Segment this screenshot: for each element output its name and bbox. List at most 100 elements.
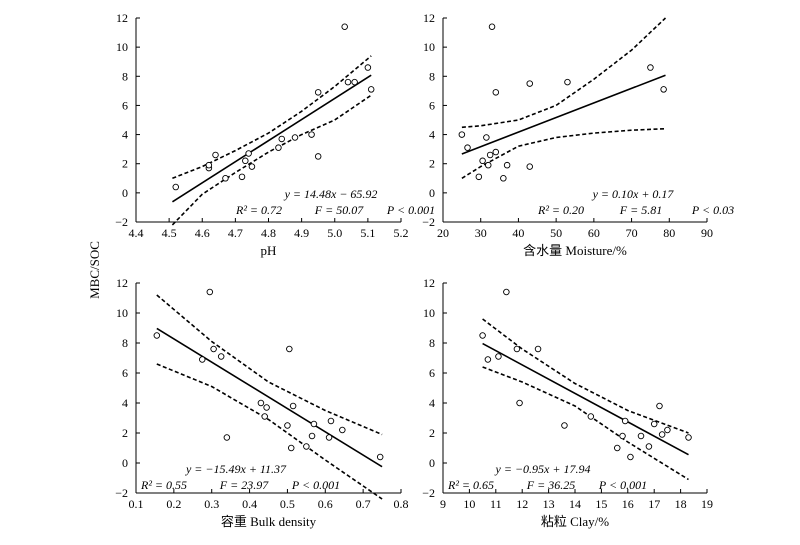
y-tick-label: −2: [115, 215, 128, 229]
data-point: [217, 353, 225, 360]
data-point: [500, 175, 507, 182]
data-point: [286, 345, 293, 353]
x-tick-label: 5.0: [327, 226, 342, 240]
f-statistic-text: F = 50.07: [314, 203, 364, 217]
x-tick-label: 4.9: [294, 226, 309, 240]
y-tick-label: 8: [429, 336, 435, 350]
y-tick-label: 0: [429, 456, 435, 470]
data-point: [261, 413, 268, 420]
data-point: [303, 443, 310, 450]
data-point: [619, 432, 626, 440]
x-tick-label: 40: [512, 226, 524, 240]
y-tick-label: 0: [429, 186, 435, 200]
x-tick-label: 0.3: [204, 497, 219, 511]
confidence-band-lower: [461, 127, 666, 179]
data-point: [248, 163, 256, 170]
y-tick-label: 6: [429, 98, 435, 112]
data-point: [222, 175, 229, 182]
x-tick-label: 0.6: [318, 497, 333, 511]
data-point: [257, 399, 265, 407]
data-point: [376, 453, 384, 461]
regression-line: [461, 74, 666, 155]
data-point: [153, 332, 161, 339]
x-tick-label: 20: [437, 226, 449, 240]
data-point: [206, 288, 214, 296]
f-statistic-text: F = 23.97: [219, 478, 269, 492]
data-point: [212, 151, 219, 159]
x-tick-label: 0.2: [166, 497, 181, 511]
data-point: [245, 150, 252, 157]
x-tick-label: 0.4: [242, 497, 257, 511]
y-tick-label: 10: [116, 306, 128, 320]
x-tick-label: 5.1: [360, 226, 375, 240]
f-statistic-text: F = 36.25: [526, 478, 575, 492]
y-tick-label: 4: [429, 128, 435, 142]
data-point: [645, 443, 653, 450]
y-tick-label: 8: [122, 336, 128, 350]
y-tick-label: 8: [122, 69, 128, 83]
x-axis-label: 容重 Bulk density: [221, 514, 317, 529]
data-point: [275, 144, 282, 151]
data-point: [367, 86, 375, 93]
confidence-band-lower: [171, 94, 372, 226]
x-tick-label: 0.7: [356, 497, 371, 511]
x-tick-label: 80: [663, 226, 675, 240]
x-tick-label: 0.1: [129, 497, 144, 511]
x-tick-label: 12: [516, 497, 528, 511]
r-squared-text: R² = 0.20: [537, 203, 584, 217]
y-tick-label: 4: [122, 128, 128, 142]
data-point: [564, 78, 571, 86]
confidence-band-upper: [461, 17, 667, 129]
y-tick-label: 12: [423, 11, 435, 25]
data-point: [223, 434, 231, 441]
y-tick-label: 12: [116, 11, 128, 25]
data-point: [561, 422, 568, 429]
p-value-text: P < 0.001: [386, 203, 435, 217]
y-tick-label: 12: [116, 276, 128, 290]
x-tick-label: 19: [701, 497, 713, 511]
data-point: [210, 345, 217, 353]
data-point: [492, 89, 500, 96]
data-point: [344, 78, 352, 86]
data-point: [503, 161, 511, 169]
confidence-band-lower: [482, 366, 689, 481]
data-point: [308, 432, 316, 440]
data-point: [479, 157, 486, 165]
data-point: [485, 161, 492, 169]
data-point: [314, 89, 322, 96]
data-point: [289, 402, 297, 410]
y-tick-label: 6: [429, 366, 435, 380]
data-point: [287, 444, 295, 452]
data-point: [284, 422, 291, 429]
x-tick-label: 15: [595, 497, 607, 511]
y-tick-label: 6: [122, 98, 128, 112]
data-point: [339, 426, 346, 434]
data-point: [483, 134, 490, 141]
y-tick-label: 12: [423, 276, 435, 290]
data-point: [658, 431, 666, 438]
x-tick-label: 4.6: [195, 226, 210, 240]
data-point: [664, 426, 671, 434]
y-axis-label: MBC/SOC: [87, 241, 102, 299]
data-point: [325, 434, 333, 441]
data-point: [621, 417, 629, 425]
x-tick-label: 70: [626, 226, 638, 240]
data-point: [479, 332, 486, 339]
f-statistic-text: F = 5.81: [619, 203, 662, 217]
data-point: [263, 404, 270, 411]
data-point: [488, 23, 496, 30]
regression-line: [172, 74, 372, 203]
x-axis-label: pH: [261, 243, 277, 258]
y-tick-label: 0: [122, 456, 128, 470]
y-tick-label: 0: [122, 186, 128, 200]
x-tick-label: 60: [588, 226, 600, 240]
regression-equation: y = 0.10x + 0.17: [592, 187, 675, 201]
y-tick-label: 2: [429, 426, 435, 440]
data-point: [278, 135, 286, 143]
data-point: [637, 432, 645, 440]
x-axis-label: 含水量 Moisture/%: [523, 243, 627, 258]
y-tick-label: −2: [422, 486, 435, 500]
x-tick-label: 4.5: [162, 226, 177, 240]
r-squared-text: R² = 0.55: [140, 478, 187, 492]
